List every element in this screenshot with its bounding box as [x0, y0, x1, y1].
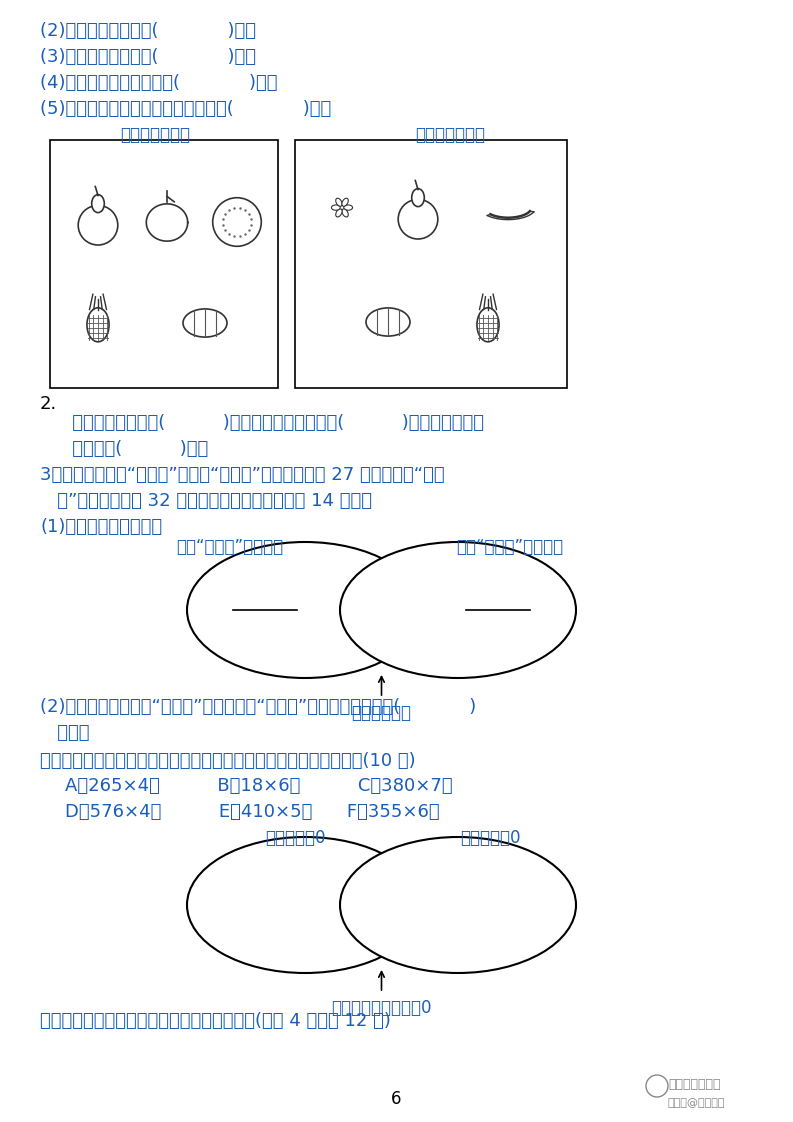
Ellipse shape: [335, 209, 342, 217]
Text: 小丽爱吃的水果: 小丽爱吃的水果: [120, 126, 190, 144]
Text: 搜狐号@财请请斗: 搜狐号@财请请斗: [668, 1098, 726, 1109]
Text: 积的中间有0: 积的中间有0: [265, 829, 325, 847]
Text: 积的末尾有0: 积的末尾有0: [460, 829, 520, 847]
Ellipse shape: [331, 205, 340, 210]
Text: 6: 6: [391, 1089, 401, 1109]
Text: (4)同时参加两种竞赛的有(            )人。: (4)同时参加两种竞赛的有( )人。: [40, 74, 278, 92]
Bar: [50, 140, 278, 388]
Ellipse shape: [335, 199, 342, 206]
Text: 小丽爱吃的水果有(          )种，小明爱偃的水果有(          )种，他们爱吃的: 小丽爱吃的水果有( )种，小明爱偃的水果有( )种，他们爱吃的: [55, 414, 484, 432]
Circle shape: [79, 205, 118, 245]
Bar: [295, 140, 567, 388]
Text: 2.: 2.: [40, 395, 57, 413]
Ellipse shape: [343, 205, 353, 210]
Ellipse shape: [340, 542, 576, 678]
Text: (3)参加数学竞赛的有(            )人。: (3)参加数学竞赛的有( )人。: [40, 48, 256, 66]
Text: 好”流动红旗的有 32 个班，两面红旗都获得的有 14 个班。: 好”流动红旗的有 32 个班，两面红旗都获得的有 14 个班。: [40, 493, 372, 511]
Text: (2)红星小学全校获得“卫生好”流动红旗或“纪律好”流动红旗的一共有(            ): (2)红星小学全校获得“卫生好”流动红旗或“纪律好”流动红旗的一共有( ): [40, 698, 477, 716]
Text: 三、先计算下面各题的得数，再把算式前面的字母填在相应的圈内。(10 分): 三、先计算下面各题的得数，再把算式前面的字母填在相应的圈内。(10 分): [40, 752, 416, 770]
Circle shape: [398, 200, 438, 239]
Text: (1)补充完整下边的图。: (1)补充完整下边的图。: [40, 518, 162, 536]
Text: 两项都获得的: 两项都获得的: [351, 703, 412, 721]
Text: 中小学满分学苑: 中小学满分学苑: [668, 1078, 721, 1091]
Ellipse shape: [92, 194, 105, 212]
Ellipse shape: [87, 307, 109, 342]
Circle shape: [213, 197, 262, 247]
Text: 四、下面是参加跳高、跳远比赛的人员名单：(每题 4 分，共 12 分): 四、下面是参加跳高、跳远比赛的人员名单：(每题 4 分，共 12 分): [40, 1012, 391, 1030]
Text: (5)参加语文竞赛或数学竞赛的一共有(            )人。: (5)参加语文竞赛或数学竞赛的一共有( )人。: [40, 100, 331, 118]
Ellipse shape: [187, 837, 423, 973]
Ellipse shape: [366, 307, 410, 337]
Ellipse shape: [342, 209, 348, 217]
Text: 水果共有(          )种。: 水果共有( )种。: [55, 440, 209, 458]
Text: (2)参加语文竞赛的有(            )人。: (2)参加语文竞赛的有( )人。: [40, 22, 256, 40]
Text: 3．红星小学全校“月评比”，获得“卫生好”流动红旗的有 27 个班，获得“纪律: 3．红星小学全校“月评比”，获得“卫生好”流动红旗的有 27 个班，获得“纪律: [40, 466, 445, 484]
Ellipse shape: [477, 307, 499, 342]
Text: A．265×4＝          B．18×6＝          C．380×7＝: A．265×4＝ B．18×6＝ C．380×7＝: [65, 778, 453, 795]
Ellipse shape: [187, 542, 423, 678]
Polygon shape: [147, 204, 188, 241]
Text: 获得“卫生好”流动红旗: 获得“卫生好”流动红旗: [457, 539, 564, 557]
Text: D．576×4＝          E．410×5＝      F．355×6＝: D．576×4＝ E．410×5＝ F．355×6＝: [65, 803, 439, 821]
Ellipse shape: [412, 188, 424, 206]
Ellipse shape: [183, 309, 227, 337]
Text: 获得“纪律好”流动红旗: 获得“纪律好”流动红旗: [176, 539, 284, 557]
Ellipse shape: [342, 199, 348, 206]
Text: 个班。: 个班。: [40, 724, 90, 742]
Text: 积的中间和末尾都有0: 积的中间和末尾都有0: [331, 999, 431, 1017]
Ellipse shape: [340, 837, 576, 973]
Text: 小明爱吃的水果: 小明爱吃的水果: [415, 126, 485, 144]
